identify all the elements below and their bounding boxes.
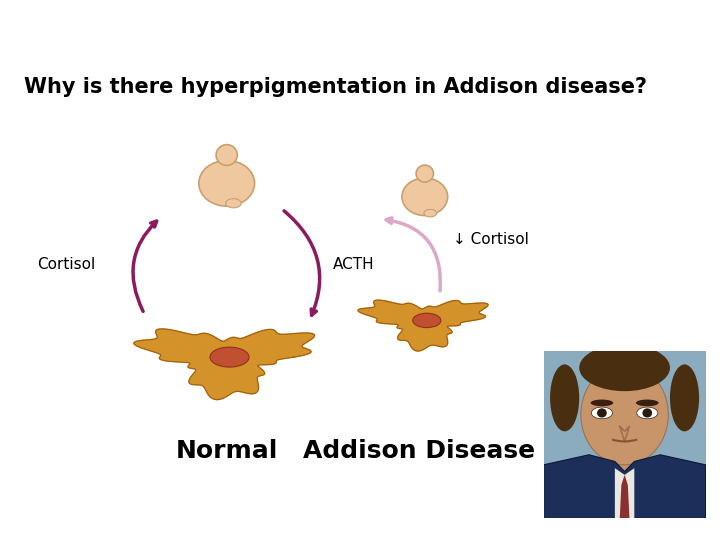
- Polygon shape: [358, 300, 488, 351]
- Bar: [606, 443, 641, 473]
- Ellipse shape: [225, 199, 241, 208]
- Polygon shape: [544, 455, 706, 518]
- Ellipse shape: [642, 408, 652, 417]
- Text: ACTH: ACTH: [333, 257, 374, 272]
- Polygon shape: [134, 329, 315, 400]
- Ellipse shape: [581, 364, 668, 465]
- Ellipse shape: [591, 407, 613, 419]
- Ellipse shape: [199, 160, 255, 206]
- Text: Addison Disease: Addison Disease: [303, 440, 535, 463]
- Ellipse shape: [424, 210, 437, 217]
- Ellipse shape: [550, 364, 580, 431]
- Ellipse shape: [636, 407, 658, 419]
- Text: Normal: Normal: [176, 440, 278, 463]
- Ellipse shape: [579, 345, 670, 391]
- Ellipse shape: [670, 364, 699, 431]
- Ellipse shape: [590, 400, 613, 406]
- Text: ↓ Cortisol: ↓ Cortisol: [453, 232, 528, 247]
- Ellipse shape: [636, 400, 659, 406]
- Ellipse shape: [216, 145, 238, 165]
- Ellipse shape: [402, 178, 448, 215]
- Text: Why is there hyperpigmentation in Addison disease?: Why is there hyperpigmentation in Addiso…: [24, 77, 647, 97]
- Text: Cortisol: Cortisol: [37, 257, 96, 272]
- Ellipse shape: [416, 165, 433, 182]
- Polygon shape: [615, 468, 634, 518]
- Ellipse shape: [413, 313, 441, 328]
- Polygon shape: [620, 475, 629, 518]
- Ellipse shape: [210, 347, 249, 367]
- Ellipse shape: [597, 408, 607, 417]
